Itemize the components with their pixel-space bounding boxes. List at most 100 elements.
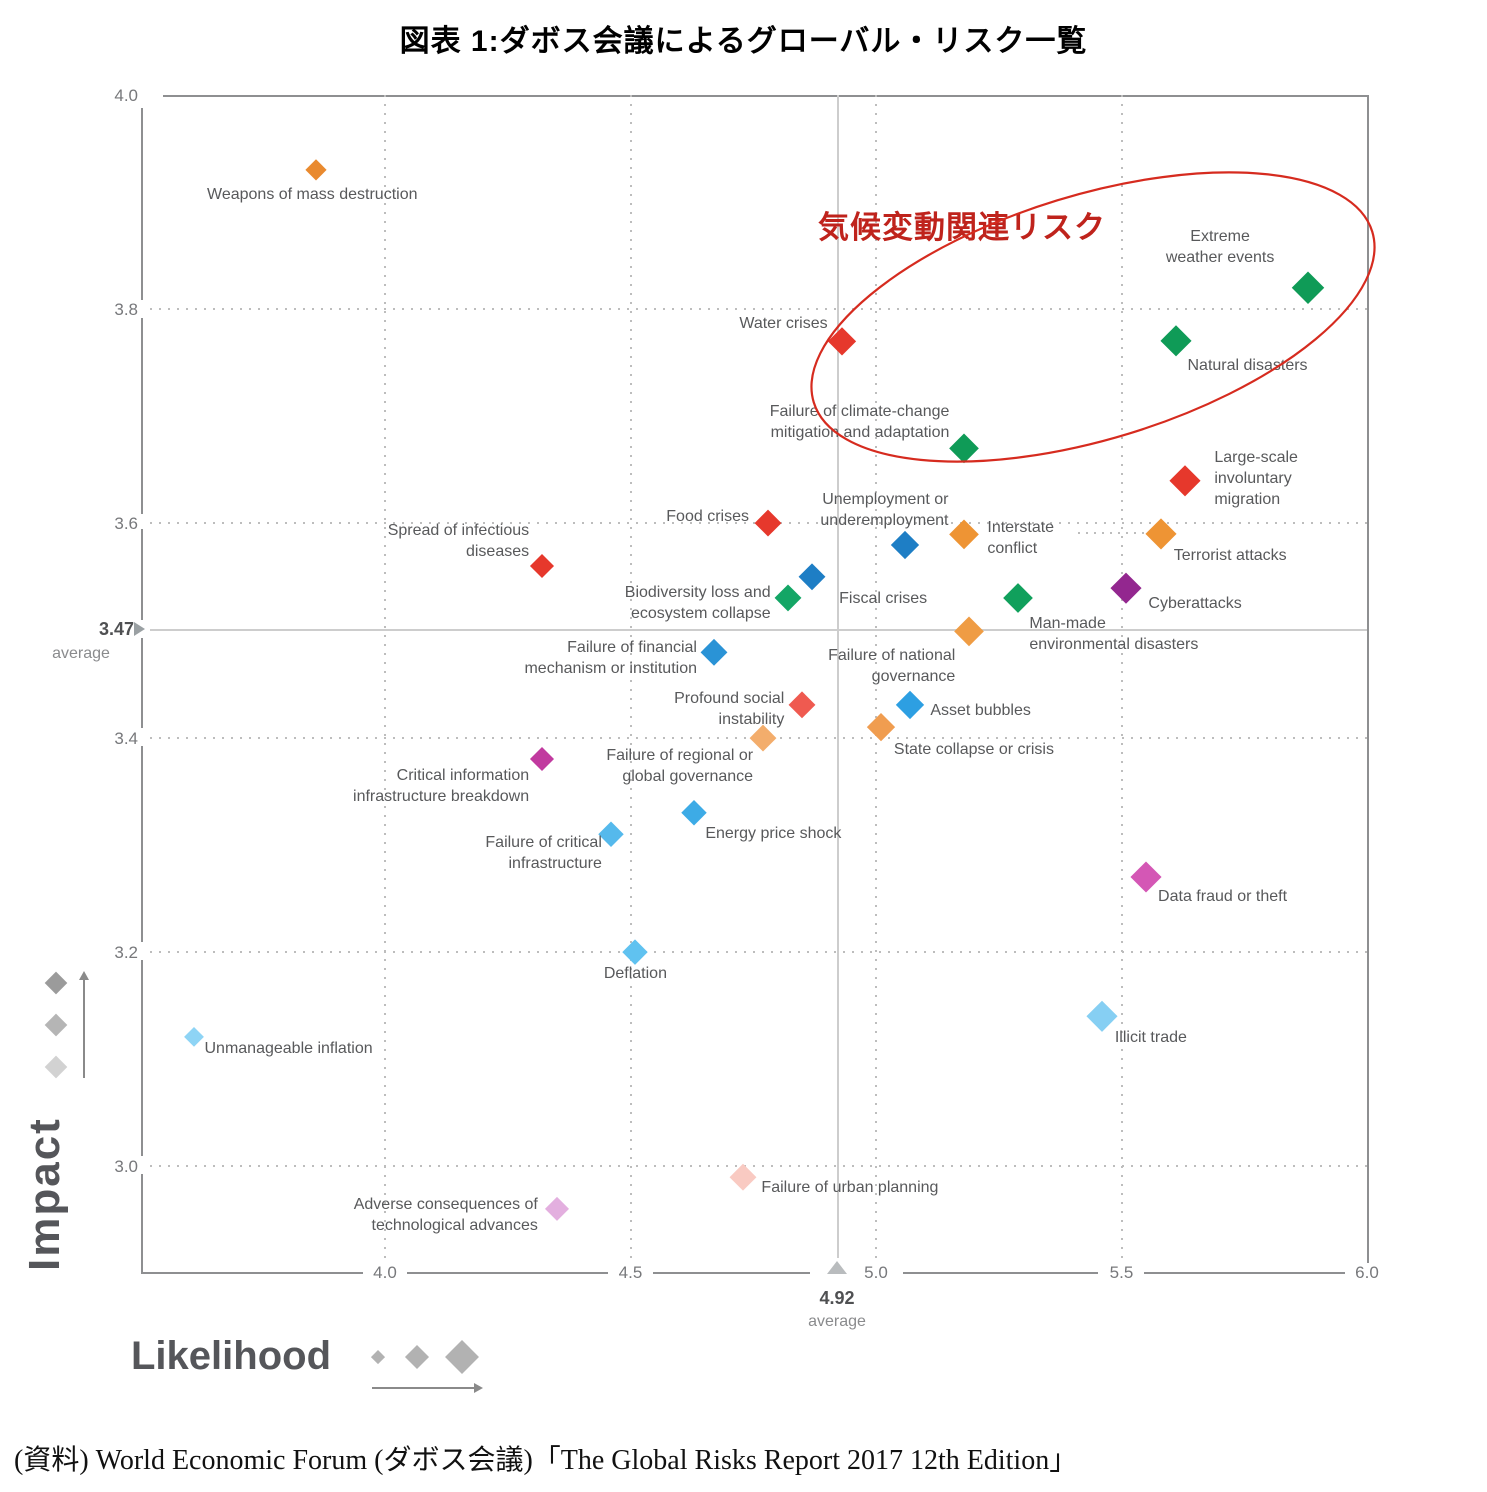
leader-line xyxy=(1078,532,1148,534)
likelihood-legend-diamond-0 xyxy=(371,1350,385,1364)
data-point-energy-price-shock xyxy=(681,799,708,826)
x-tick-5.0: 5.0 xyxy=(854,1263,898,1283)
y-tick-3.8: 3.8 xyxy=(114,300,138,320)
x-axis-segment xyxy=(903,1272,1098,1274)
gridline-likelihood-5.0 xyxy=(875,95,877,1272)
y-axis-segment xyxy=(141,638,143,728)
data-point-failure-of-climate-change-mitigation-and-adaptation xyxy=(949,433,979,463)
point-label-deflation: Deflation xyxy=(603,964,667,982)
y-tick-4.0: 4.0 xyxy=(114,86,138,105)
likelihood-axis-label: Likelihood xyxy=(131,1334,331,1378)
x-tick-4.5: 4.5 xyxy=(608,1263,653,1283)
x-axis-segment xyxy=(1142,1272,1346,1274)
gridline-impact-3.8 xyxy=(150,308,1367,311)
point-label-asset-bubbles: Asset bubbles xyxy=(930,702,1031,720)
point-label-fiscal-crises: Fiscal crises xyxy=(839,589,928,607)
point-label-failure-of-critical-infrastructure: Failure of critical infrastructure xyxy=(485,833,602,872)
point-label-terrorist-attacks: Terrorist attacks xyxy=(1173,547,1287,565)
data-point-natural-disasters xyxy=(1159,325,1192,358)
data-point-adverse-consequences-of-technological-advances xyxy=(544,1196,569,1221)
x-axis-segment xyxy=(407,1272,608,1274)
gridline-likelihood-4.0 xyxy=(384,95,386,1272)
likelihood-average-arrow-icon xyxy=(827,1261,847,1274)
point-label-water-crises: Water crises xyxy=(739,315,828,333)
point-label-critical-information-infrastructure-breakdown: Critical information infrastructure break… xyxy=(353,767,530,806)
x-tick-4.0: 4.0 xyxy=(363,1263,407,1283)
x-axis-segment xyxy=(652,1272,810,1274)
point-label-state-collapse-or-crisis: State collapse or crisis xyxy=(893,740,1054,758)
impact-average-line xyxy=(150,629,1367,631)
x-tick-6.0: 6.0 xyxy=(1345,1263,1389,1283)
impact-legend-diamond-2 xyxy=(44,1055,68,1079)
gridline-likelihood-4.5 xyxy=(629,95,632,1272)
data-point-cyberattacks xyxy=(1110,572,1142,604)
y-tick-3.0: 3.0 xyxy=(114,1157,138,1176)
data-point-failure-of-urban-planning xyxy=(730,1163,757,1190)
data-point-biodiversity-loss-and-ecosystem-collapse xyxy=(774,584,802,612)
y-axis-segment xyxy=(141,746,143,942)
data-point-critical-information-infrastructure-breakdown xyxy=(530,746,555,772)
point-label-data-fraud-or-theft: Data fraud or theft xyxy=(1158,887,1288,905)
y-axis-segment xyxy=(141,960,143,1156)
point-label-unmanageable-inflation: Unmanageable inflation xyxy=(204,1040,373,1058)
x-tick-5.5: 5.5 xyxy=(1099,1263,1144,1283)
data-point-food-crises xyxy=(754,510,782,537)
data-point-failure-of-financial-mechanism-or-institution xyxy=(700,638,728,665)
likelihood-average-line xyxy=(837,95,839,1258)
y-axis-segment xyxy=(141,108,143,300)
data-point-failure-of-national-governance xyxy=(954,616,984,645)
data-point-water-crises xyxy=(827,327,856,356)
point-label-spread-of-infectious-diseases: Spread of infectious diseases xyxy=(387,522,530,561)
y-axis-segment xyxy=(141,529,143,620)
impact-average-arrow-icon xyxy=(134,622,145,636)
data-point-large-scale-involuntary-migration xyxy=(1169,464,1202,497)
y-axis-segment xyxy=(141,318,143,514)
point-label-failure-of-climate-change-mitigation-and-adaptation: Failure of climate-change mitigation and … xyxy=(769,403,950,442)
likelihood-arrow-right-icon xyxy=(474,1383,483,1393)
gridline-likelihood-5.5 xyxy=(1120,95,1123,1272)
point-label-natural-disasters: Natural disasters xyxy=(1187,357,1308,375)
data-point-profound-social-instability xyxy=(788,691,816,720)
plot-border-right xyxy=(1367,95,1369,1272)
point-label-profound-social-instability: Profound social instability xyxy=(674,690,785,729)
likelihood-average-caption: average xyxy=(808,1313,866,1330)
point-label-interstate-conflict: Interstate conflict xyxy=(987,519,1055,558)
point-label-large-scale-involuntary-migration: Large-scale involuntary migration xyxy=(1214,448,1298,508)
x-axis-segment xyxy=(141,1272,363,1274)
point-label-failure-of-regional-or-global-governance: Failure of regional or global governance xyxy=(606,746,754,785)
data-point-extreme-weather-events xyxy=(1291,271,1325,305)
y-axis-segment xyxy=(141,1174,143,1272)
likelihood-legend-diamond-2 xyxy=(445,1340,479,1374)
figure-title: 図表 1:ダボス会議によるグローバル・リスク一覧 xyxy=(399,25,1088,58)
point-label-illicit-trade: Illicit trade xyxy=(1114,1029,1187,1047)
data-point-unmanageable-inflation xyxy=(183,1027,204,1048)
y-tick-3.2: 3.2 xyxy=(114,942,138,962)
point-label-unemployment-or-underemployment: Unemployment or underemployment xyxy=(820,490,949,529)
data-point-man-made-environmental-disasters xyxy=(1003,583,1034,614)
point-label-man-made-environmental-disasters: Man-made environmental disasters xyxy=(1029,615,1199,654)
data-point-illicit-trade xyxy=(1086,1000,1118,1032)
y-tick-3.4: 3.4 xyxy=(114,728,138,748)
impact-arrow-line xyxy=(83,978,85,1078)
point-label-failure-of-financial-mechanism-or-institution: Failure of financial mechanism or institu… xyxy=(524,638,697,677)
impact-average-caption: average xyxy=(52,645,110,662)
impact-axis-label: Impact xyxy=(20,1117,69,1271)
data-point-unemployment-or-underemployment xyxy=(891,530,920,559)
impact-average-value: 3.47 xyxy=(98,619,134,639)
likelihood-legend-diamond-1 xyxy=(404,1344,430,1370)
impact-legend-diamond-0 xyxy=(44,971,68,995)
data-point-spread-of-infectious-diseases xyxy=(530,554,555,579)
likelihood-average-value: 4.92 xyxy=(819,1288,855,1308)
point-label-cyberattacks: Cyberattacks xyxy=(1148,594,1242,612)
point-label-food-crises: Food crises xyxy=(666,508,749,526)
impact-legend-diamond-1 xyxy=(44,1013,68,1037)
data-point-weapons-of-mass-destruction xyxy=(305,159,327,181)
point-label-weapons-of-mass-destruction: Weapons of mass destruction xyxy=(207,185,418,203)
data-point-failure-of-critical-infrastructure xyxy=(598,821,624,847)
data-point-deflation xyxy=(622,939,648,965)
climate-risk-annotation: 気候変動関連リスク xyxy=(818,210,1106,245)
point-label-extreme-weather-events: Extreme weather events xyxy=(1165,227,1275,266)
y-tick-3.6: 3.6 xyxy=(114,514,138,534)
point-label-biodiversity-loss-and-ecosystem-collapse: Biodiversity loss and ecosystem collapse xyxy=(624,584,771,623)
